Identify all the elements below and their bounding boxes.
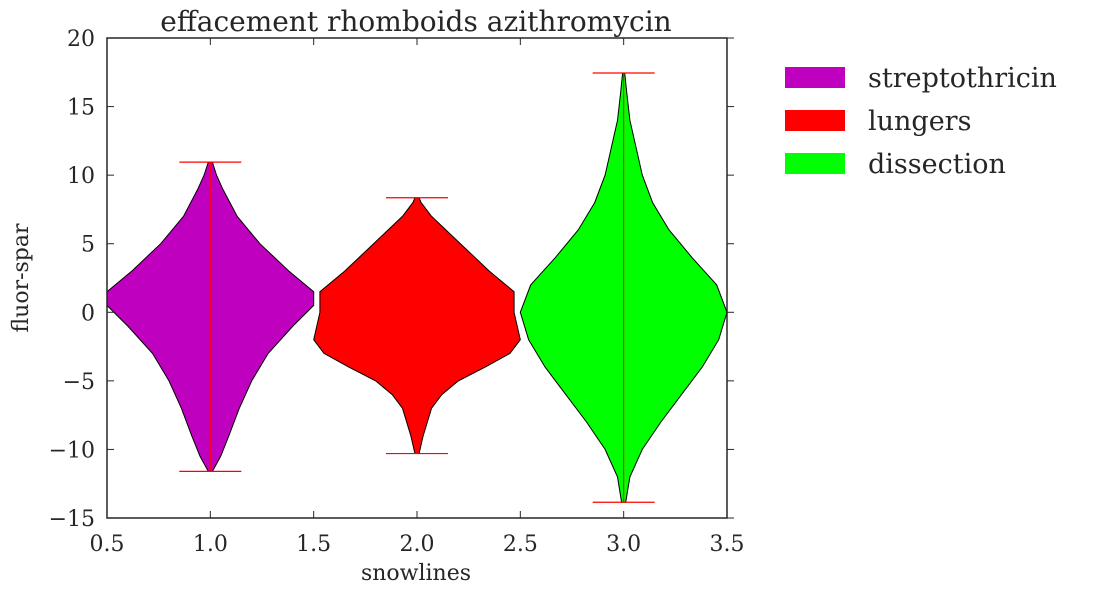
- y-tick-label: 15: [67, 96, 95, 121]
- legend-label: lungers: [868, 106, 971, 137]
- x-tick-label: 1.5: [296, 532, 331, 557]
- legend-item: dissection: [785, 149, 1006, 180]
- x-tick-label: 3.0: [606, 532, 641, 557]
- violin-streptothricin: [106, 161, 315, 472]
- violin-dissection: [519, 72, 728, 503]
- x-tick-label: 2.5: [503, 532, 538, 557]
- legend: streptothricin lungers dissection: [785, 63, 1057, 180]
- legend-item: streptothricin: [785, 63, 1057, 94]
- y-tick-label: 5: [81, 233, 95, 258]
- x-tick-label: 1.0: [193, 532, 228, 557]
- y-tick-label: 10: [67, 164, 95, 189]
- y-tick-label: −15: [49, 507, 95, 532]
- x-tick-label: 3.5: [710, 532, 745, 557]
- legend-swatch: [785, 67, 845, 88]
- x-tick-label: 0.5: [90, 532, 125, 557]
- plot-area: [106, 72, 728, 503]
- x-axis: 0.5 1.0 1.5 2.0 2.5 3.0 3.5: [90, 38, 745, 557]
- chart-title: effacement rhomboids azithromycin: [160, 5, 671, 38]
- x-tick-label: 2.0: [400, 532, 435, 557]
- y-tick-label: −5: [63, 370, 95, 395]
- legend-swatch: [785, 110, 845, 131]
- y-tick-label: 0: [81, 301, 95, 326]
- legend-swatch: [785, 153, 845, 174]
- y-axis-label: fluor-spar: [9, 223, 34, 333]
- y-axis: −15 −10 −5 0 5 10 15 20: [49, 27, 734, 532]
- legend-label: dissection: [868, 149, 1006, 180]
- legend-label: streptothricin: [868, 63, 1057, 94]
- violin-lungers: [313, 197, 521, 455]
- y-tick-label: 20: [67, 27, 95, 52]
- x-axis-label: snowlines: [361, 561, 471, 586]
- y-tick-label: −10: [49, 438, 95, 463]
- legend-item: lungers: [785, 106, 971, 137]
